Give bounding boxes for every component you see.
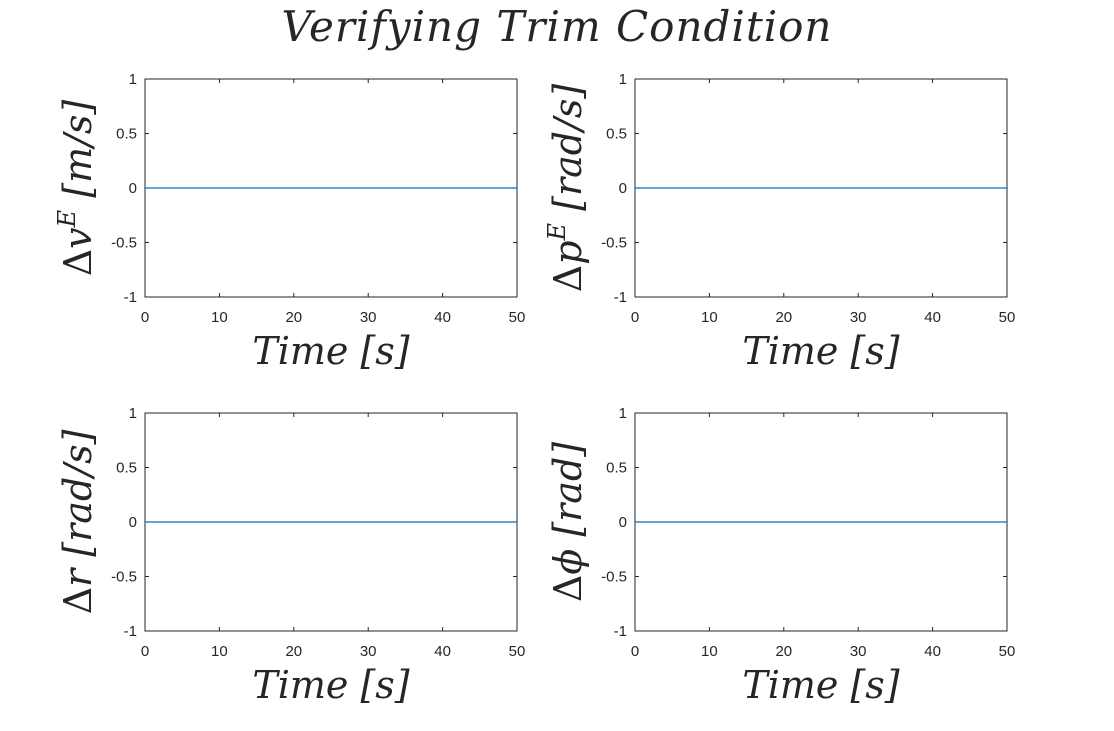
y-tick-label: 0.5	[116, 460, 137, 477]
figure-title: Verifying Trim Condition	[281, 2, 833, 51]
y-label-variable: ϕ	[546, 549, 590, 575]
y-tick-label: 1	[129, 71, 137, 88]
x-axis-label: Time [s]	[252, 663, 409, 707]
y-label-delta: Δ	[56, 587, 100, 614]
subplot-delta-ve: 0 10 20 30 40 50 -1 -0.5 0 0.5 1 Time [s] ΔvE [m/s]	[53, 71, 525, 373]
subplot-delta-r: 0 10 20 30 40 50 -1 -0.5 0 0.5 1 Time [s] Δr [rad/s]	[56, 405, 525, 707]
x-tick-label: 50	[999, 643, 1016, 660]
x-tick-label: 50	[999, 309, 1016, 326]
y-label-delta: Δ	[546, 575, 590, 602]
y-axis-label: Δϕ [rad]	[546, 442, 590, 602]
y-tick-label: 0.5	[606, 126, 627, 143]
y-tick-label: 0.5	[116, 126, 137, 143]
y-label-unit: [rad/s]	[546, 84, 590, 223]
x-tick-label: 40	[924, 309, 941, 326]
subplot-delta-phi: 0 10 20 30 40 50 -1 -0.5 0 0.5 1 Time [s] Δϕ [rad]	[546, 405, 1015, 707]
x-axis-label: Time [s]	[742, 663, 899, 707]
x-tick-label: 10	[701, 643, 718, 660]
x-tick-label: 30	[850, 643, 867, 660]
x-tick-label: 0	[141, 309, 149, 326]
y-tick-label: 0	[129, 514, 137, 531]
y-tick-label: 1	[619, 71, 627, 88]
y-label-superscript: E	[53, 209, 81, 228]
y-tick-label: -0.5	[111, 235, 137, 252]
x-tick-label: 0	[631, 643, 639, 660]
y-tick-label: -0.5	[601, 235, 627, 252]
y-tick-label: -0.5	[111, 569, 137, 586]
y-tick-label: 0	[129, 180, 137, 197]
x-tick-label: 40	[434, 309, 451, 326]
y-axis-label: Δr [rad/s]	[56, 429, 100, 614]
y-label-superscript: E	[543, 222, 571, 241]
x-tick-label: 20	[285, 309, 302, 326]
y-tick-label: 0.5	[606, 460, 627, 477]
y-tick-label: -1	[614, 289, 627, 306]
x-tick-label: 50	[509, 309, 526, 326]
x-tick-label: 10	[211, 643, 228, 660]
y-tick-label: 1	[619, 405, 627, 422]
y-label-delta: Δ	[546, 265, 590, 292]
y-axis-label: ΔvE [m/s]	[53, 100, 100, 277]
x-tick-label: 10	[211, 309, 228, 326]
x-tick-label: 30	[360, 643, 377, 660]
y-tick-label: -0.5	[601, 569, 627, 586]
y-tick-label: -1	[124, 623, 137, 640]
y-tick-label: 0	[619, 514, 627, 531]
x-tick-label: 10	[701, 309, 718, 326]
x-tick-label: 40	[924, 643, 941, 660]
y-tick-label: -1	[124, 289, 137, 306]
x-tick-label: 20	[775, 643, 792, 660]
x-tick-label: 0	[631, 309, 639, 326]
x-tick-label: 20	[775, 309, 792, 326]
x-tick-label: 0	[141, 643, 149, 660]
x-tick-label: 30	[360, 309, 377, 326]
x-tick-label: 40	[434, 643, 451, 660]
y-tick-label: 1	[129, 405, 137, 422]
y-tick-label: 0	[619, 180, 627, 197]
y-axis-label: ΔpE [rad/s]	[543, 84, 590, 293]
y-label-unit: [rad]	[546, 442, 590, 549]
x-axis-label: Time [s]	[742, 329, 899, 373]
y-label-unit: [rad/s]	[56, 429, 100, 568]
y-label-variable: v	[56, 227, 100, 249]
y-label-delta: Δ	[56, 249, 100, 276]
x-tick-label: 50	[509, 643, 526, 660]
y-label-variable: p	[546, 240, 590, 264]
x-tick-label: 30	[850, 309, 867, 326]
y-tick-label: -1	[614, 623, 627, 640]
x-tick-label: 20	[285, 643, 302, 660]
y-label-variable: r	[56, 566, 100, 587]
y-label-unit: [m/s]	[56, 100, 100, 210]
subplot-delta-pe: 0 10 20 30 40 50 -1 -0.5 0 0.5 1 Time [s] ΔpE [rad/s…	[543, 71, 1015, 373]
x-axis-label: Time [s]	[252, 329, 409, 373]
